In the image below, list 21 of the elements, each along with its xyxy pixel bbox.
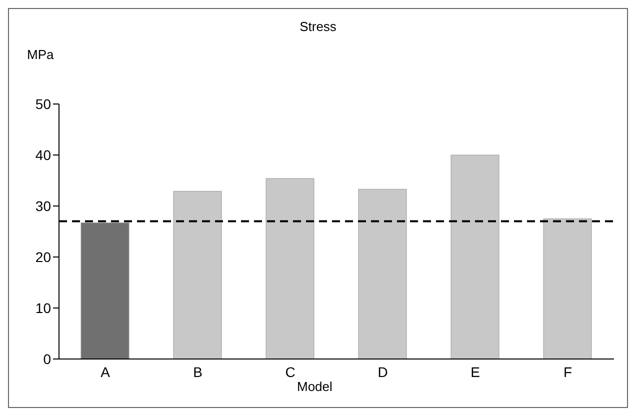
bar	[358, 188, 407, 359]
y-axis-title: MPa	[27, 47, 54, 62]
x-axis-title: Model	[297, 379, 332, 394]
y-tick-label: 20	[35, 248, 52, 265]
bar	[543, 218, 592, 359]
x-tick-label: A	[100, 364, 111, 380]
x-tick-label: E	[470, 364, 480, 380]
y-tick-label: 10	[35, 300, 52, 316]
x-tick-label: D	[378, 364, 388, 380]
y-tick-label: 50	[35, 96, 52, 112]
x-tick-label: B	[193, 364, 202, 380]
bar	[173, 190, 222, 359]
y-tick-label: 40	[35, 146, 52, 163]
bar	[80, 222, 130, 359]
bar	[450, 154, 500, 359]
chart-title: Stress	[298, 19, 338, 34]
y-tick-label: 0	[43, 350, 52, 367]
x-tick-label: F	[563, 364, 572, 380]
x-tick-label: C	[285, 364, 296, 380]
y-tick-label: 30	[35, 198, 52, 214]
bar	[266, 178, 314, 359]
